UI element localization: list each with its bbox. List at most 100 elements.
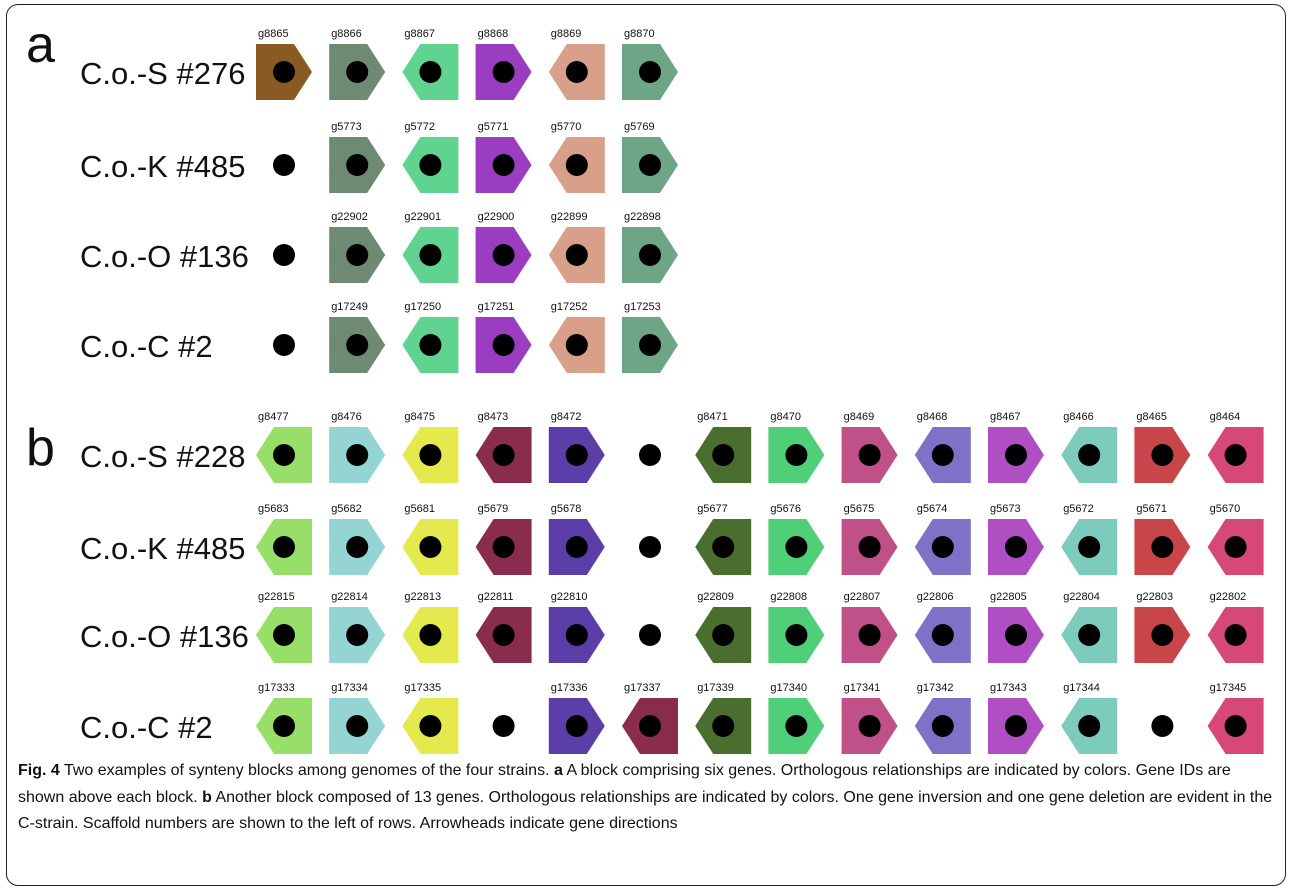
gene-id-label: g22900 [478, 211, 515, 223]
gene-id-label: g17252 [551, 301, 588, 313]
gene-id-label: g17337 [624, 682, 661, 694]
gene-block: g5773 [329, 121, 386, 193]
gene-block: g8472 [548, 411, 605, 483]
figure-caption: Fig. 4 Two examples of synteny blocks am… [18, 758, 1280, 838]
gene-block: g5682 [329, 503, 386, 575]
gene-id-label: g22809 [697, 591, 734, 603]
gene-absent-dot [1151, 715, 1174, 737]
gene-block: g8470 [768, 411, 825, 483]
strain-row: C.o.-K #485 g5683 g5682 g5681 g5679 g5678 g567… [80, 503, 1264, 575]
gene-center-dot [639, 154, 661, 176]
gene-center-dot [1078, 536, 1101, 558]
gene-block: g5772 [402, 121, 459, 193]
gene-id-label: g17339 [697, 682, 734, 694]
gene-id-label: g5671 [1136, 503, 1167, 515]
gene-center-dot [931, 444, 954, 466]
gene-center-dot [565, 444, 588, 466]
caption-panel-a-label: a [553, 762, 563, 779]
gene-center-dot [565, 244, 588, 266]
gene-id-label: g22808 [770, 591, 807, 603]
gene-center-dot [1224, 624, 1247, 646]
gene-block: g22806 [914, 591, 971, 663]
gene-id-label: g8469 [844, 411, 875, 423]
gene-center-dot [346, 334, 369, 356]
gene-block: g22901 [402, 211, 459, 283]
gene-id-label: g5675 [844, 503, 875, 515]
gene-center-dot [273, 61, 295, 83]
gene-center-dot [1224, 715, 1247, 737]
gene-id-label: g17343 [990, 682, 1027, 694]
gene-id-label: g17340 [770, 682, 807, 694]
gene-block: g8865 [256, 28, 312, 100]
strain-row: C.o.-S #276 g8865 g8866 g8867 g8868 g8869 g887… [80, 28, 678, 100]
gene-id-label: g8868 [478, 28, 509, 40]
gene-id-label: g22899 [551, 211, 588, 223]
gene-block: g8467 [988, 411, 1044, 483]
gene-center-dot [565, 334, 588, 356]
strain-label: C.o.-K #485 [80, 149, 245, 184]
gene-block: g8867 [402, 28, 459, 100]
gene-id-label: g17336 [551, 682, 588, 694]
gene-center-dot [1005, 715, 1027, 737]
gene-absent-dot [639, 444, 661, 466]
gene-id-label: g5674 [917, 503, 948, 515]
gene-id-label: g8471 [697, 411, 728, 423]
gene-block: g5670 [1207, 503, 1264, 575]
gene-center-dot [1005, 444, 1027, 466]
gene-block: g5677 [695, 503, 752, 575]
gene-block: g8477 [256, 411, 312, 483]
gene-center-dot [858, 715, 881, 737]
strain-row: C.o.-C #2 g17333 g17334 g17335 g17336 g17337 g… [80, 682, 1264, 754]
gene-block: g22900 [475, 211, 532, 283]
strain-label: C.o.-O #136 [80, 239, 249, 274]
gene-center-dot [565, 154, 588, 176]
gene-center-dot [1005, 624, 1027, 646]
gene-id-label: g17333 [258, 682, 295, 694]
gene-center-dot [1151, 444, 1174, 466]
gene-block: g17341 [841, 682, 898, 754]
gene-center-dot [419, 61, 442, 83]
gene-id-label: g8472 [551, 411, 582, 423]
gene-id-label: g17253 [624, 301, 661, 313]
gene-center-dot [1224, 444, 1247, 466]
gene-absent-dot [273, 154, 295, 176]
gene-id-label: g5770 [551, 121, 582, 133]
gene-id-label: g5682 [331, 503, 362, 515]
gene-block: g22807 [841, 591, 898, 663]
gene-id-label: g17345 [1210, 682, 1247, 694]
gene-id-label: g17344 [1063, 682, 1100, 694]
gene-center-dot [346, 154, 369, 176]
gene-center-dot [565, 61, 588, 83]
gene-block: g17249 [329, 301, 386, 373]
gene-block: g22815 [256, 591, 312, 663]
gene-id-label: g22901 [404, 211, 441, 223]
gene-id-label: g17341 [844, 682, 881, 694]
gene-center-dot [1151, 536, 1174, 558]
gene-block: g8870 [622, 28, 678, 100]
gene-center-dot [639, 244, 661, 266]
gene-block: g22803 [1134, 591, 1191, 663]
gene-id-label: g8869 [551, 28, 582, 40]
strain-row: C.o.-K #485 g5773 g5772 g5771 g5770 g5769 [80, 121, 678, 193]
gene-center-dot [712, 536, 735, 558]
gene-block: g22902 [329, 211, 386, 283]
gene-block: g8466 [1061, 411, 1118, 483]
gene-center-dot [419, 715, 442, 737]
caption-text-3: Another block composed of 13 genes. Orth… [18, 788, 1273, 833]
gene-center-dot [931, 715, 954, 737]
gene-id-label: g22813 [404, 591, 441, 603]
gene-center-dot [346, 624, 369, 646]
gene-block: g17344 [1061, 682, 1118, 754]
gene-block: g5681 [402, 503, 459, 575]
gene-block: g5676 [768, 503, 825, 575]
gene-block: g22809 [695, 591, 752, 663]
gene-center-dot [492, 61, 515, 83]
gene-id-label: g8467 [990, 411, 1021, 423]
gene-block: g17251 [475, 301, 532, 373]
gene-block: g22802 [1207, 591, 1264, 663]
gene-center-dot [785, 536, 808, 558]
gene-id-label: g8466 [1063, 411, 1094, 423]
gene-center-dot [785, 715, 808, 737]
strain-row: C.o.-C #2 g17249 g17250 g17251 g17252 g17253 [80, 301, 678, 373]
gene-center-dot [419, 624, 442, 646]
